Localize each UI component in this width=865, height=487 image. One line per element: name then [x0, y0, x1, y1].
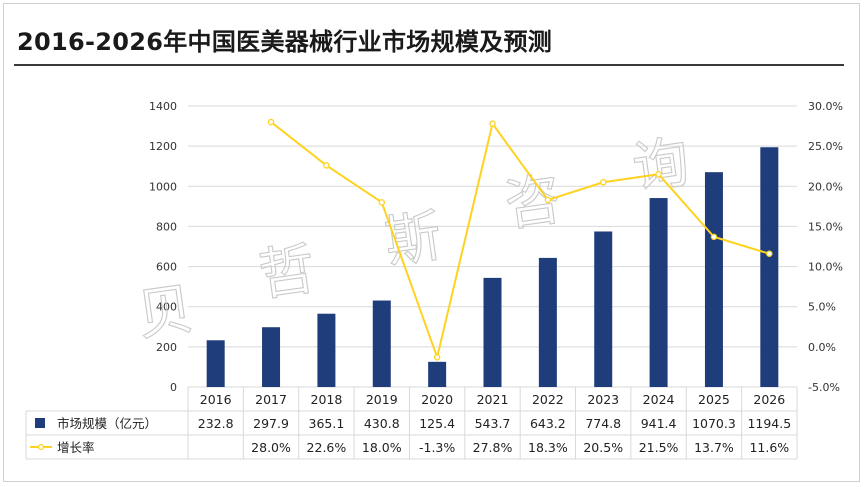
bar	[760, 147, 779, 387]
bar-data-label: 232.8	[198, 416, 234, 431]
bar-data-label: 543.7	[475, 416, 511, 431]
bar-data-label: 1194.5	[747, 416, 791, 431]
y-right-tick-label: 20.0%	[808, 180, 843, 193]
bar	[317, 313, 336, 387]
y-left-tick-label: 0	[170, 381, 177, 394]
y-right-tick-label: 0.0%	[808, 341, 836, 354]
y-right-tick-label: 5.0%	[808, 301, 836, 314]
bar-data-label: 365.1	[309, 416, 345, 431]
y-right-tick-label: 15.0%	[808, 220, 843, 233]
growth-rate-point	[323, 162, 330, 169]
line-data-label: 27.8%	[473, 440, 513, 455]
x-tick-label: 2023	[587, 392, 619, 407]
growth-rate-point	[378, 199, 386, 206]
growth-rate-point	[489, 120, 496, 127]
bar-data-label: 774.8	[585, 416, 621, 431]
x-tick-label: 2024	[643, 392, 675, 407]
bar	[704, 172, 723, 387]
bar	[262, 327, 281, 387]
x-tick-label: 2017	[255, 392, 287, 407]
growth-rate-point	[710, 233, 718, 241]
bar	[206, 340, 225, 387]
growth-rate-point	[766, 250, 773, 257]
x-tick-label: 2019	[366, 392, 398, 407]
legend-label-line: 增长率	[57, 440, 95, 455]
y-right-tick-label: 30.0%	[808, 100, 843, 113]
title-divider	[14, 64, 844, 66]
x-tick-label: 2018	[311, 392, 343, 407]
bar	[483, 277, 502, 387]
bar-data-label: 297.9	[253, 416, 289, 431]
x-tick-label: 2021	[477, 392, 509, 407]
growth-rate-point	[267, 118, 275, 126]
watermark-glyph: 哲	[255, 237, 320, 309]
line-data-label: 21.5%	[639, 440, 679, 455]
growth-rate-point	[544, 196, 552, 204]
legend-label-bar: 市场规模（亿元）	[57, 416, 157, 431]
bar-data-label: 1070.3	[692, 416, 736, 431]
y-left-tick-label: 1400	[149, 100, 177, 113]
y-left-tick-label: 1200	[149, 140, 177, 153]
watermark-glyph: 咨	[501, 167, 566, 239]
page-title: 2016-2026年中国医美器械行业市场规模及预测	[17, 28, 553, 56]
bar	[594, 231, 613, 387]
line-data-label: -1.3%	[419, 440, 455, 455]
bar	[372, 300, 391, 387]
legend-key-bar	[35, 418, 45, 428]
y-right-tick-label: 10.0%	[808, 261, 843, 274]
y-right-tick-label: -5.0%	[808, 381, 840, 394]
line-data-label: 22.6%	[307, 440, 347, 455]
watermark-glyph: 询	[629, 130, 694, 202]
legend-key-marker	[37, 444, 44, 451]
watermark-glyph: 斯	[381, 204, 446, 276]
bar	[428, 361, 447, 387]
x-tick-label: 2026	[753, 392, 785, 407]
y-left-tick-label: 1000	[149, 180, 177, 193]
line-data-label: 28.0%	[251, 440, 291, 455]
growth-rate-point	[599, 179, 607, 186]
growth-rate-point	[655, 170, 662, 178]
bar-data-label: 643.2	[530, 416, 566, 431]
y-left-tick-label: 800	[156, 220, 177, 233]
bar-data-label: 125.4	[419, 416, 455, 431]
y-left-tick-label: 400	[156, 301, 177, 314]
x-tick-label: 2020	[421, 392, 453, 407]
bar-data-label: 941.4	[641, 416, 677, 431]
line-data-label: 11.6%	[749, 440, 789, 455]
bar-data-label: 430.8	[364, 416, 400, 431]
x-tick-label: 2025	[698, 392, 730, 407]
line-data-label: 13.7%	[694, 440, 734, 455]
y-left-tick-label: 200	[156, 341, 177, 354]
y-left-tick-label: 600	[156, 261, 177, 274]
x-tick-label: 2016	[200, 392, 232, 407]
y-right-tick-label: 25.0%	[808, 140, 843, 153]
growth-rate-line	[270, 121, 770, 361]
line-data-label: 18.3%	[528, 440, 568, 455]
line-data-label: 20.5%	[583, 440, 623, 455]
line-data-label: 18.0%	[362, 440, 402, 455]
growth-rate-point	[433, 354, 441, 361]
x-tick-label: 2022	[532, 392, 564, 407]
bar	[538, 257, 557, 387]
watermark-glyph: 贝	[133, 277, 198, 349]
bar	[649, 198, 668, 387]
